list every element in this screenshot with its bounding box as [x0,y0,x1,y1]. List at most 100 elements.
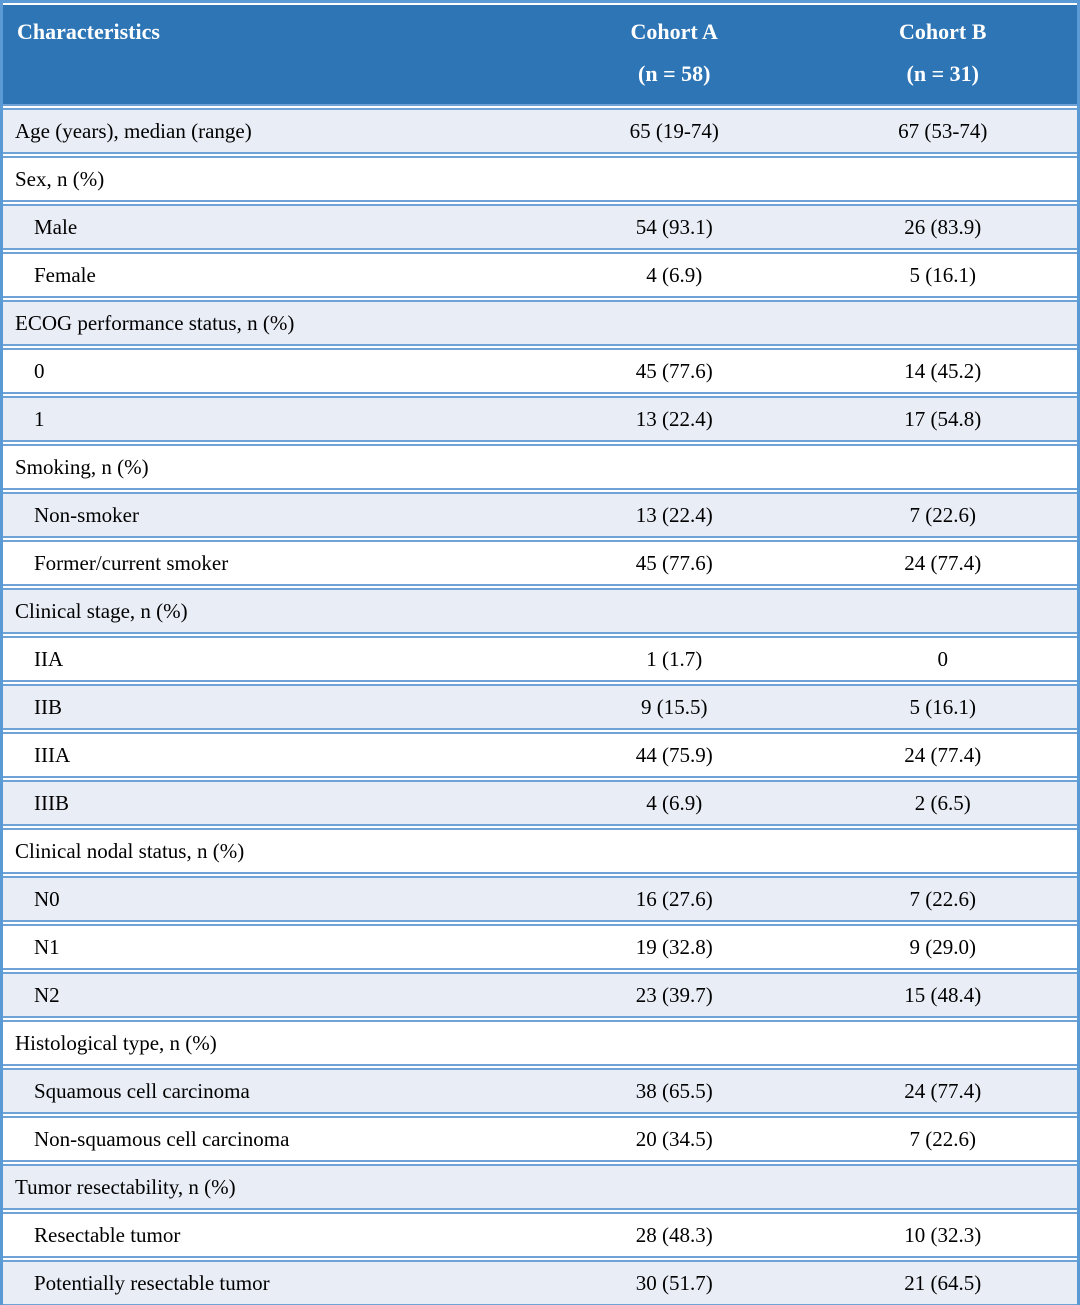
row-label-cell: Clinical stage, n (%) [3,588,540,634]
row-label-cell: N0 [3,876,540,922]
cohort-b-value-cell [808,588,1077,634]
table-row: Female 4 (6.9) 5 (16.1) [3,252,1077,298]
table-row: Male 54 (93.1) 26 (83.9) [3,204,1077,250]
cohort-a-value-cell [540,444,809,490]
row-label-cell: ECOG performance status, n (%) [3,300,540,346]
table-row: Non-squamous cell carcinoma 20 (34.5) 7 … [3,1116,1077,1162]
cohort-b-value-cell [808,1020,1077,1066]
cohort-b-value-cell: 21 (64.5) [808,1260,1077,1305]
cohort-a-value-cell: 20 (34.5) [540,1116,809,1162]
table-row: N2 23 (39.7) 15 (48.4) [3,972,1077,1018]
cohort-a-value-cell: 13 (22.4) [540,396,809,442]
cohort-b-value-cell: 26 (83.9) [808,204,1077,250]
cohort-a-value-cell [540,828,809,874]
cohort-a-value-cell: 54 (93.1) [540,204,809,250]
row-label-cell: Non-smoker [3,492,540,538]
row-label-cell: N2 [3,972,540,1018]
table-row: Resectable tumor 28 (48.3) 10 (32.3) [3,1212,1077,1258]
table-section-row: Tumor resectability, n (%) [3,1164,1077,1210]
row-label-cell: 0 [3,348,540,394]
table-row: N1 19 (32.8) 9 (29.0) [3,924,1077,970]
cohort-a-value-cell: 9 (15.5) [540,684,809,730]
table-row: Age (years), median (range) 65 (19-74) 6… [3,108,1077,154]
cohort-b-value-cell [808,300,1077,346]
cohort-a-value-cell [540,1164,809,1210]
row-label-cell: IIIB [3,780,540,826]
table-row: Potentially resectable tumor 30 (51.7) 2… [3,1260,1077,1305]
cohort-b-value-cell: 17 (54.8) [808,396,1077,442]
row-label-cell: IIA [3,636,540,682]
table-section-row: Smoking, n (%) [3,444,1077,490]
header-row: Characteristics Cohort A (n = 58) Cohort… [3,5,1077,106]
cohort-a-value-cell: 45 (77.6) [540,348,809,394]
cohort-a-value-cell: 44 (75.9) [540,732,809,778]
row-label-cell: Age (years), median (range) [3,108,540,154]
cohort-b-value-cell: 9 (29.0) [808,924,1077,970]
row-label-cell: IIIA [3,732,540,778]
cohort-a-value-cell: 4 (6.9) [540,780,809,826]
cohort-b-value-cell: 5 (16.1) [808,252,1077,298]
table-row: IIB 9 (15.5) 5 (16.1) [3,684,1077,730]
table-row: IIA 1 (1.7) 0 [3,636,1077,682]
row-label-cell: Squamous cell carcinoma [3,1068,540,1114]
table-section-row: Clinical stage, n (%) [3,588,1077,634]
cohort-a-n: (n = 58) [638,61,711,86]
cohort-a-value-cell: 38 (65.5) [540,1068,809,1114]
column-header-cohort-a: Cohort A (n = 58) [540,5,809,106]
table-section-row: Sex, n (%) [3,156,1077,202]
table-section-row: ECOG performance status, n (%) [3,300,1077,346]
cohort-a-value-cell: 23 (39.7) [540,972,809,1018]
cohort-b-value-cell: 24 (77.4) [808,1068,1077,1114]
row-label-cell: Tumor resectability, n (%) [3,1164,540,1210]
cohort-b-value-cell: 15 (48.4) [808,972,1077,1018]
cohort-b-value-cell: 2 (6.5) [808,780,1077,826]
cohort-a-value-cell: 65 (19-74) [540,108,809,154]
table-row: IIIA 44 (75.9) 24 (77.4) [3,732,1077,778]
column-header-cohort-b: Cohort B (n = 31) [808,5,1077,106]
cohort-b-value-cell: 24 (77.4) [808,540,1077,586]
row-label-cell: Former/current smoker [3,540,540,586]
cohort-b-value-cell: 7 (22.6) [808,876,1077,922]
table-section-row: Histological type, n (%) [3,1020,1077,1066]
cohort-b-value-cell [808,156,1077,202]
cohort-a-title: Cohort A [630,19,718,44]
cohort-b-value-cell: 14 (45.2) [808,348,1077,394]
cohort-b-value-cell: 0 [808,636,1077,682]
cohort-a-value-cell: 1 (1.7) [540,636,809,682]
cohort-b-n: (n = 31) [906,61,979,86]
row-label-cell: Female [3,252,540,298]
column-header-characteristics: Characteristics [3,5,540,106]
cohort-b-value-cell: 67 (53-74) [808,108,1077,154]
table-row: Non-smoker 13 (22.4) 7 (22.6) [3,492,1077,538]
table-section-row: Clinical nodal status, n (%) [3,828,1077,874]
row-label-cell: Potentially resectable tumor [3,1260,540,1305]
cohort-a-value-cell: 28 (48.3) [540,1212,809,1258]
table-row: IIIB 4 (6.9) 2 (6.5) [3,780,1077,826]
table-body: Age (years), median (range) 65 (19-74) 6… [3,108,1077,1305]
table-row: 0 45 (77.6) 14 (45.2) [3,348,1077,394]
row-label-cell: Histological type, n (%) [3,1020,540,1066]
cohort-a-value-cell [540,1020,809,1066]
cohort-b-value-cell: 7 (22.6) [808,492,1077,538]
cohort-b-value-cell [808,1164,1077,1210]
cohort-b-title: Cohort B [899,19,987,44]
table-row: 1 13 (22.4) 17 (54.8) [3,396,1077,442]
row-label-cell: Non-squamous cell carcinoma [3,1116,540,1162]
cohort-a-value-cell [540,156,809,202]
cohort-a-value-cell: 45 (77.6) [540,540,809,586]
cohort-b-value-cell: 5 (16.1) [808,684,1077,730]
cohort-b-value-cell: 10 (32.3) [808,1212,1077,1258]
row-label-cell: N1 [3,924,540,970]
row-label-cell: IIB [3,684,540,730]
cohort-b-value-cell [808,444,1077,490]
row-label-cell: Sex, n (%) [3,156,540,202]
cohort-a-value-cell: 13 (22.4) [540,492,809,538]
table-header: Characteristics Cohort A (n = 58) Cohort… [3,5,1077,106]
cohort-a-value-cell: 19 (32.8) [540,924,809,970]
row-label-cell: Male [3,204,540,250]
table-row: Squamous cell carcinoma 38 (65.5) 24 (77… [3,1068,1077,1114]
row-label-cell: Clinical nodal status, n (%) [3,828,540,874]
row-label-cell: 1 [3,396,540,442]
